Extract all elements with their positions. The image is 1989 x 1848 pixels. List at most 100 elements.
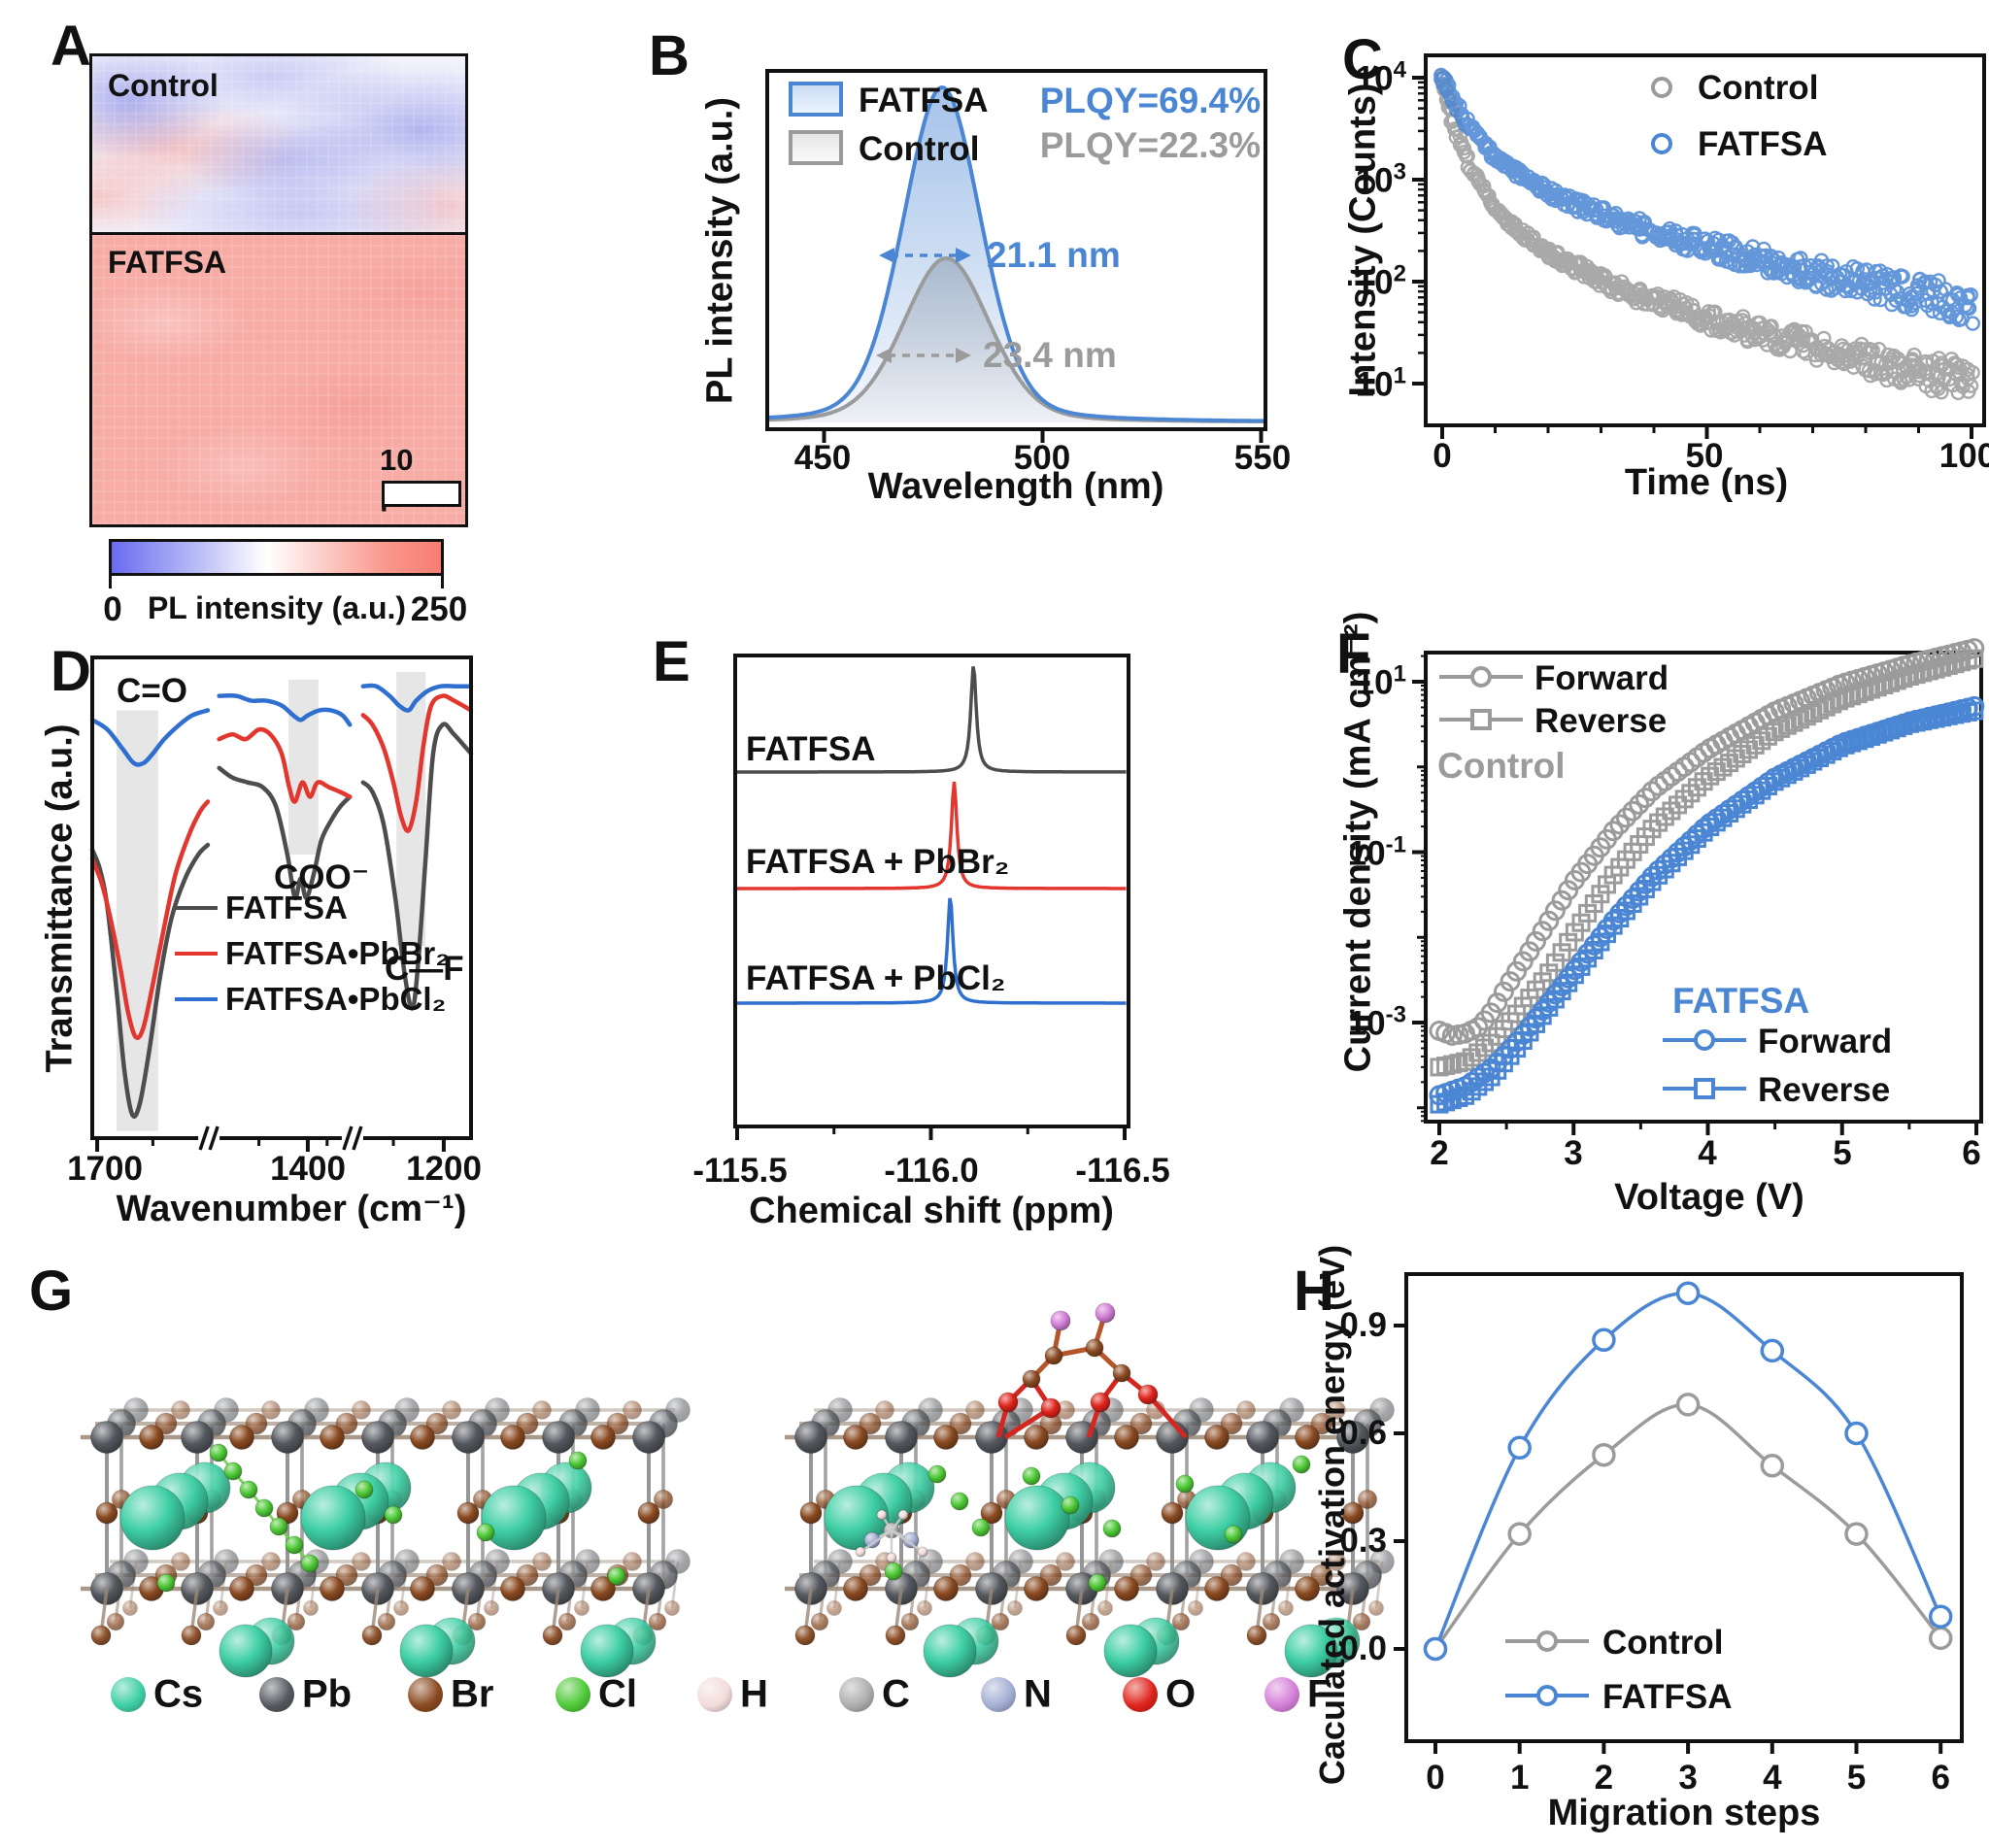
element-swatch-br [408, 1677, 443, 1712]
element-label-br: Br [451, 1672, 494, 1716]
d-legend-pbcl2: FATFSA•PbCl₂ [225, 981, 447, 1017]
c-ytick: 101 [1355, 362, 1406, 404]
h-xtick: 3 [1678, 1759, 1698, 1797]
c-legend-marker-fatfsa [1651, 133, 1672, 154]
panel-b-letter: B [649, 24, 690, 87]
c-scatter-fatfsa [1433, 67, 1981, 331]
f-legend-bottom-forward-marker [1663, 1027, 1746, 1053]
d-xtick-1400: 1400 [270, 1150, 346, 1188]
c-ytick: 104 [1355, 56, 1406, 98]
h-ytick: 0.3 [1339, 1522, 1387, 1560]
element-label-cs: Cs [153, 1672, 204, 1716]
c-legend-control: Control [1698, 69, 1819, 107]
panel-c-plot [1412, 53, 1986, 439]
b-xtick-500: 500 [1013, 439, 1071, 477]
d-legend-line-pbcl2 [175, 997, 218, 1001]
panel-h-letter: H [1294, 1260, 1334, 1323]
f-legend-bottom-reverse-marker [1663, 1076, 1746, 1101]
panel-a-letter: A [51, 15, 91, 78]
element-label-cl: Cl [598, 1672, 637, 1716]
structure-fatfsa [785, 1302, 1396, 1678]
c-scatter-control [1433, 69, 1980, 401]
element-swatch-cl [556, 1677, 590, 1712]
c-ytick: 102 [1355, 260, 1406, 302]
element-label-o: O [1165, 1672, 1197, 1716]
scalebar [382, 481, 461, 507]
element-label-f: F [1307, 1672, 1332, 1716]
f-xtick-6: 6 [1962, 1134, 1981, 1172]
d-legend-line-pbbr2 [175, 952, 218, 956]
c-legend-fatfsa: FATFSA [1698, 125, 1828, 163]
element-label-pb: Pb [302, 1672, 353, 1716]
element-swatch-n [981, 1677, 1016, 1712]
panel-g-structures [81, 1302, 1396, 1678]
c-ylabel: Intensity (Counts) [1342, 83, 1384, 397]
f-legend-top-reverse: Reverse [1534, 702, 1668, 740]
d-xtick-1200: 1200 [406, 1150, 482, 1188]
c-ytick: 103 [1355, 158, 1406, 200]
b-ylabel: PL intensity (a.u.) [699, 96, 741, 405]
b-legend-control: Control [859, 130, 980, 168]
colorbar [109, 539, 444, 576]
e-xtick-2: -116.5 [1075, 1152, 1170, 1190]
f-legend-top-forward-marker [1439, 664, 1523, 689]
b-legend-swatch-control [789, 130, 843, 165]
d-legend-pbbr2: FATFSA•PbBr₂ [225, 935, 450, 971]
h-legend-control: Control [1602, 1624, 1724, 1662]
c-xlabel: Time (ns) [1624, 462, 1789, 503]
element-label-h: H [740, 1672, 768, 1716]
h-xtick: 5 [1846, 1759, 1867, 1797]
f-series-fatfsa-reverse [1430, 701, 1984, 1114]
c-xtick-0: 0 [1433, 437, 1452, 475]
panel-d-letter: D [51, 640, 91, 703]
e-label-fatfsa: FATFSA [746, 730, 876, 768]
c-xtick-50: 50 [1685, 437, 1724, 475]
element-swatch-c [839, 1677, 874, 1712]
f-xtick-4: 4 [1698, 1134, 1717, 1172]
panel-e-letter: E [653, 630, 691, 693]
h-xtick: 4 [1763, 1759, 1782, 1797]
element-label-n: N [1024, 1672, 1052, 1716]
panel-h-plot [1394, 1272, 1964, 1754]
f-xlabel: Voltage (V) [1614, 1177, 1804, 1218]
f-legend-bottom-forward: Forward [1758, 1023, 1893, 1060]
b-xlabel: Wavelength (nm) [867, 466, 1164, 507]
h-xtick: 6 [1931, 1759, 1950, 1797]
panel-f-plot [1412, 638, 1985, 1135]
h-xlabel: Migration steps [1547, 1793, 1821, 1833]
f-xtick-2: 2 [1430, 1134, 1449, 1172]
f-xtick-5: 5 [1833, 1134, 1852, 1172]
e-label-pbcl2: FATFSA + PbCl₂ [746, 959, 1006, 997]
e-xtick-1: -116.0 [884, 1152, 979, 1190]
c-legend-marker-control [1651, 77, 1672, 98]
d-legend-fatfsa: FATFSA [225, 890, 348, 925]
colorbar-tick-max [441, 576, 444, 588]
f-legend-top-group: Control [1437, 746, 1566, 786]
pl-map-fatfsa: FATFSA [92, 235, 465, 524]
h-legend-fatfsa-marker [1505, 1683, 1589, 1708]
d-xlabel: Wavenumber (cm⁻¹) [116, 1189, 467, 1229]
h-xtick: 1 [1509, 1759, 1530, 1797]
panel-g-letter: G [29, 1260, 74, 1323]
b-fwhm-fatfsa: 21.1 nm [987, 235, 1121, 275]
h-xtick: 0 [1426, 1759, 1445, 1797]
b-xtick-550: 550 [1233, 439, 1292, 477]
colorbar-min: 0 [103, 590, 122, 628]
d-ylabel: Transmittance (a.u.) [39, 723, 81, 1073]
panel-b-plot [765, 69, 1267, 443]
h-ytick: 0.6 [1339, 1414, 1387, 1452]
c-xtick-100: 100 [1938, 437, 1989, 475]
e-label-pbbr2: FATFSA + PbBr₂ [746, 843, 1010, 881]
h-ytick: 0.9 [1339, 1306, 1387, 1344]
d-ann-co: C=O [117, 672, 187, 710]
f-legend-bottom-group: FATFSA [1672, 981, 1810, 1021]
b-legend-fatfsa: FATFSA [859, 82, 989, 119]
f-series-control-reverse [1430, 649, 1984, 1077]
e-xlabel: Chemical shift (ppm) [749, 1191, 1114, 1231]
d-legend-line-fatfsa [175, 906, 218, 910]
map-fatfsa-label: FATFSA [108, 245, 227, 280]
h-legend-control-marker [1505, 1629, 1589, 1654]
